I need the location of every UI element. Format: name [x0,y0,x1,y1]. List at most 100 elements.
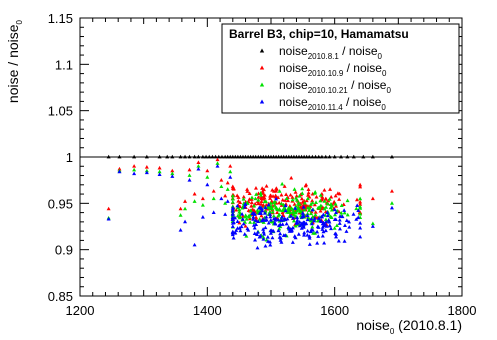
data-point [333,212,338,217]
data-point [233,215,238,220]
data-point [323,217,328,222]
data-point [310,224,315,229]
data-point [255,245,260,250]
data-point [342,239,347,243]
data-point [259,208,264,213]
data-point [157,172,162,177]
data-point [315,224,320,229]
data-point [354,217,359,221]
data-point [327,219,332,224]
data-point [337,221,342,225]
data-point [294,198,299,202]
data-point [293,210,298,215]
data-point [245,200,250,205]
data-point [247,191,252,196]
data-point [287,227,292,231]
data-point [235,205,240,210]
data-point [268,218,273,222]
data-point [230,232,235,237]
legend-entry-rest: / noise [343,95,382,109]
data-point [280,181,285,186]
data-point [183,199,188,203]
data-point [264,183,269,188]
data-point [235,219,240,223]
data-point [324,224,329,228]
data-point [322,187,327,192]
data-point [302,232,307,237]
data-point [250,211,255,216]
data-point [230,196,235,201]
data-point [261,237,266,241]
data-point [253,186,258,190]
data-point [255,208,260,212]
x-axis-title-sub: 0 [390,327,395,336]
data-point [279,240,284,244]
data-point [278,231,283,236]
data-point [259,196,264,201]
data-point [312,216,317,220]
data-point [346,219,351,224]
x-tick-label: 1800 [448,303,477,318]
data-point [297,202,302,206]
data-point [240,217,245,221]
data-point [293,235,298,240]
data-point [358,206,363,210]
series-3-points [106,164,394,250]
data-point [291,215,296,220]
data-point [358,182,363,187]
y-tick-label: 1 [66,150,73,165]
data-point [305,233,310,237]
data-point [307,208,312,212]
data-point [302,230,307,235]
data-point [234,207,239,212]
data-point [132,164,137,168]
data-point [291,209,296,214]
data-point [278,236,283,240]
data-point [268,206,273,211]
data-point [200,202,205,207]
data-point [260,189,265,193]
data-point [183,206,188,211]
data-point [300,191,305,195]
data-point [215,164,220,168]
data-point [236,199,241,203]
data-point [313,200,318,204]
data-point [275,207,280,212]
data-point [312,231,317,235]
data-point [305,196,310,201]
data-point [242,204,247,209]
data-point [290,195,295,199]
data-point [268,231,273,235]
data-point [257,217,262,221]
data-point [315,229,320,234]
data-point [283,208,288,213]
data-point [288,210,293,214]
data-point [196,160,201,164]
data-point [274,196,279,201]
data-point [280,197,285,202]
data-point [269,228,274,232]
data-point [241,197,246,201]
data-point [293,204,298,208]
data-point [290,240,295,244]
data-point [238,214,243,219]
data-point [249,195,254,200]
data-point [305,217,310,222]
data-point [283,233,288,237]
data-point [251,217,256,221]
data-point [262,232,267,236]
data-point [246,228,251,232]
data-point [284,221,289,226]
data-point [337,217,342,222]
data-point [268,242,273,247]
data-point [253,196,258,201]
data-point [284,196,289,200]
data-point [277,207,282,212]
data-point [358,234,363,239]
data-point [290,197,295,202]
data-point [256,197,261,202]
data-point [294,220,299,225]
x-tick-label: 1200 [66,303,95,318]
